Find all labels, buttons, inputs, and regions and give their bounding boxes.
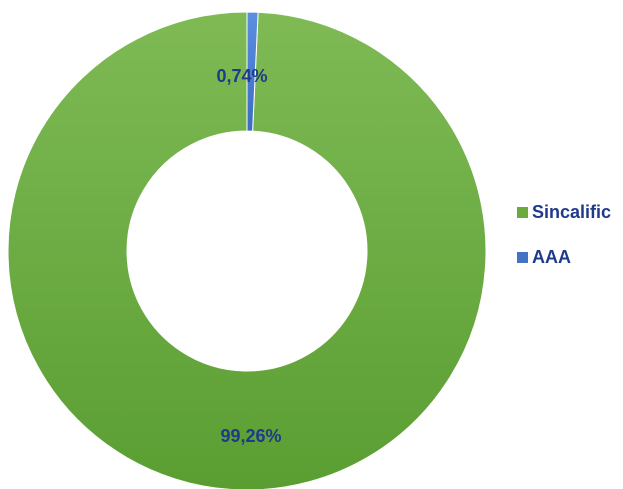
legend-swatch-sincalific — [517, 206, 528, 218]
data-labels: 99,26% 0,74% — [216, 66, 281, 446]
data-label-sincalific: 99,26% — [220, 426, 281, 446]
legend-item-aaa: AAA — [517, 245, 617, 269]
legend-label-aaa: AAA — [532, 246, 571, 267]
legend-item-sincalific: Sincalific — [517, 200, 617, 224]
slice-sincalific — [7, 11, 487, 489]
legend-label-sincalific: Sincalific — [532, 201, 612, 222]
data-label-aaa: 0,74% — [216, 66, 267, 86]
legend-swatch-aaa — [517, 251, 528, 263]
legend: Sincalific AAA — [517, 200, 617, 290]
doughnut-slices — [7, 11, 487, 489]
slice-aaa — [246, 11, 259, 132]
